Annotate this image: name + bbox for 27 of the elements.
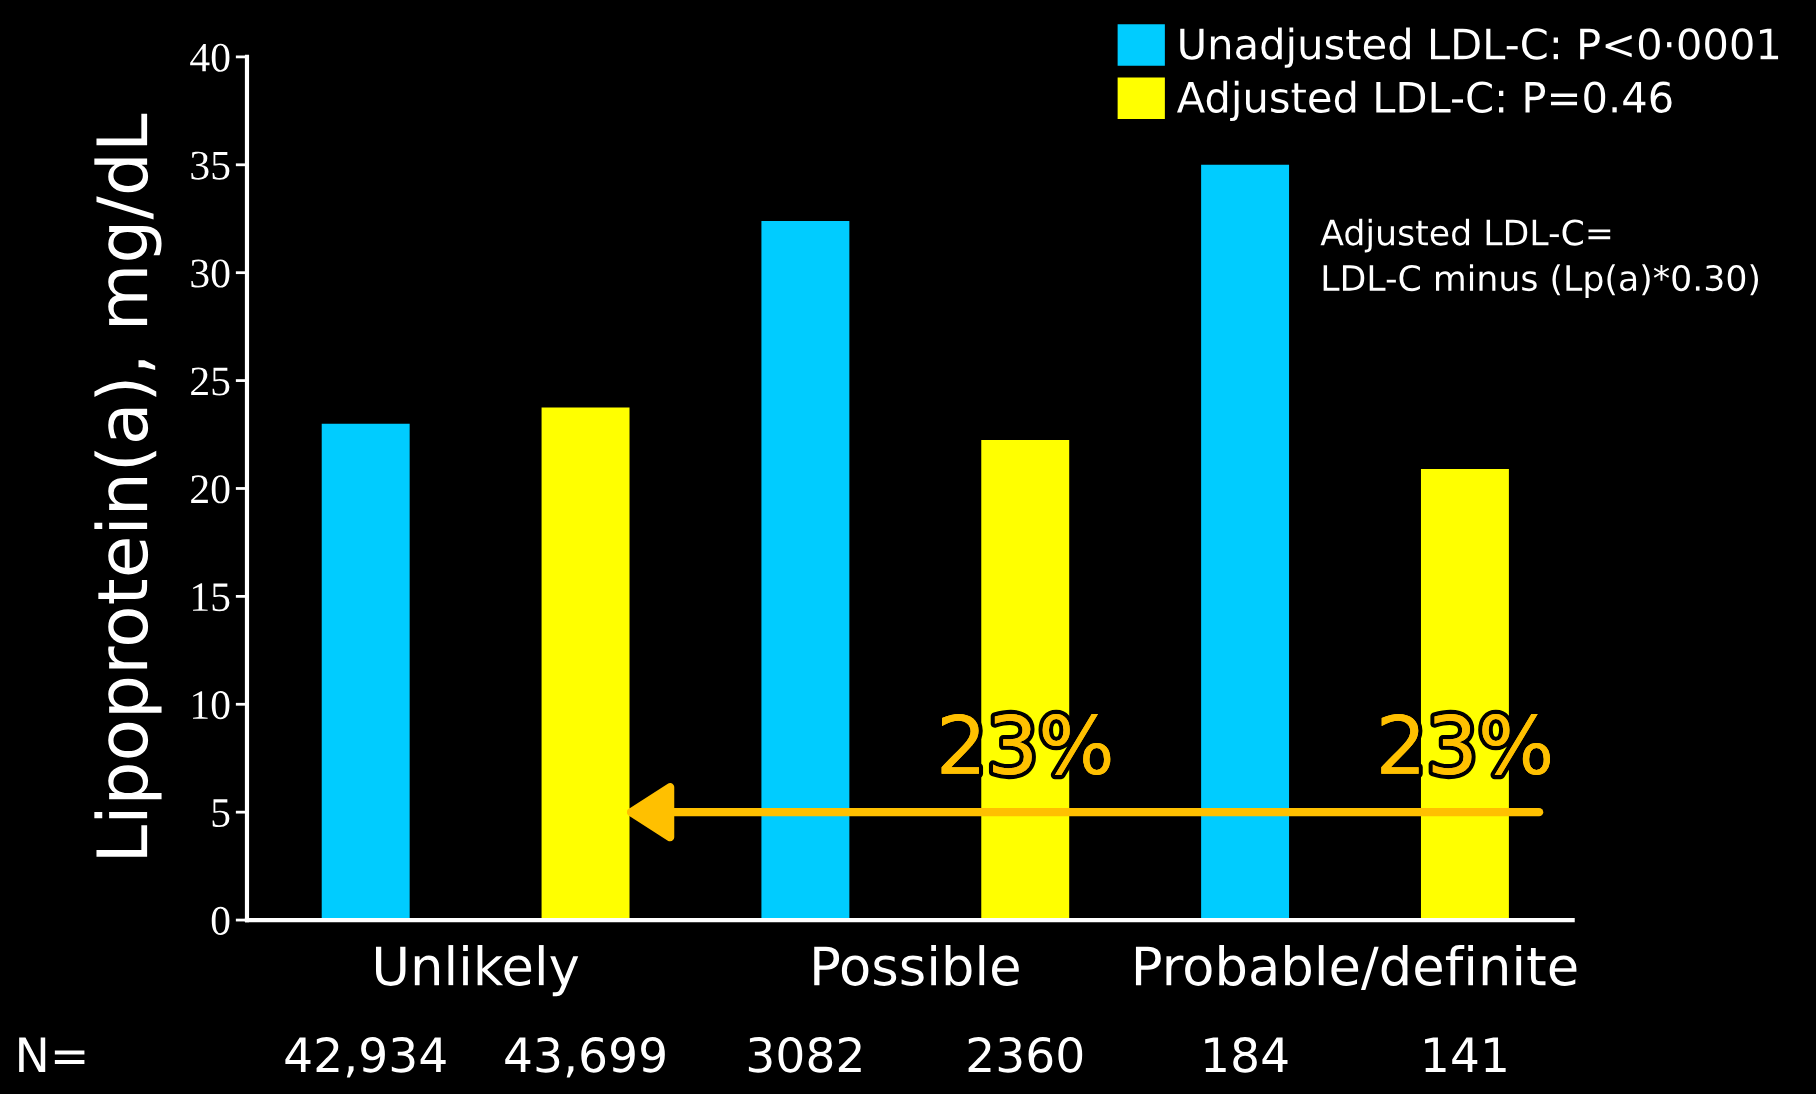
x-tick-label: Probable/definite <box>1135 945 1577 991</box>
text: 2360 <box>968 1036 1083 1073</box>
y-tick-label: 35 <box>191 151 230 180</box>
y-tick-label: 30 <box>191 259 230 288</box>
text: 184 <box>1205 1036 1288 1073</box>
legend-label: Adjusted LDL-C: P=0.46 <box>1176 80 1672 122</box>
x-tick-label: Unlikely <box>375 945 579 997</box>
y-tick-label: 20 <box>191 475 230 504</box>
bar <box>1201 164 1290 921</box>
text: 3082 <box>748 1036 861 1073</box>
y-tick-label: 5 <box>212 799 230 828</box>
y-tick-label: 40 <box>190 43 230 72</box>
x-tick-label: Possible <box>814 945 1019 986</box>
text: 141 <box>1425 1037 1506 1073</box>
y-tick-label: 0 <box>211 906 230 935</box>
text: 42,934 <box>285 1036 446 1078</box>
text: N= <box>19 1037 85 1073</box>
bar <box>541 407 630 921</box>
text: 43,699 <box>505 1036 665 1078</box>
annotation: Adjusted LDL-C= LDL-C minus (Lp(a)*0.30) <box>1320 218 1759 298</box>
y-tick-label: 25 <box>191 367 230 396</box>
y-tick-label: 15 <box>193 583 230 612</box>
bar <box>761 220 850 921</box>
y-axis-title: Lipoprotein(a), mg/dL <box>94 113 162 857</box>
y-tick-label: 10 <box>193 691 230 720</box>
bar <box>321 423 410 921</box>
legend-label: Unadjusted LDL-C: P<0·0001 <box>1180 27 1779 68</box>
